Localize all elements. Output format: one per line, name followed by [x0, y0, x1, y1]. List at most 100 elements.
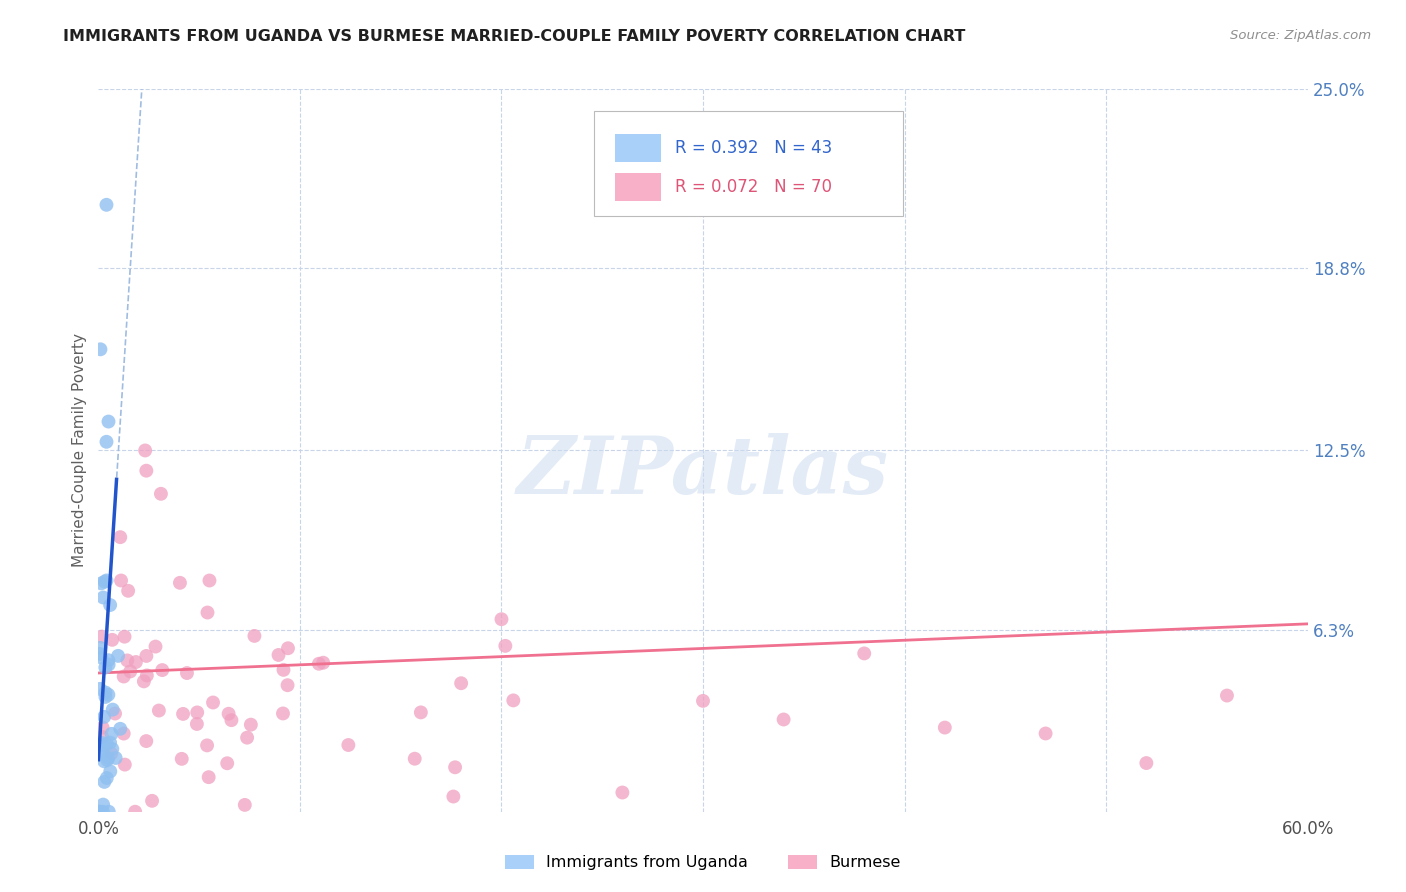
- Point: [91, 721, 114, 735]
- Point: [239, 717, 262, 731]
- Point: [243, 629, 266, 643]
- Point: [112, 726, 135, 740]
- Point: [195, 739, 218, 753]
- Point: [221, 713, 243, 727]
- Point: [135, 648, 157, 663]
- Point: [90, 650, 112, 665]
- Point: [692, 694, 714, 708]
- Text: R = 0.392   N = 43: R = 0.392 N = 43: [675, 139, 832, 157]
- Point: [112, 669, 135, 683]
- Point: [141, 794, 163, 808]
- Point: [91, 738, 114, 752]
- Point: [277, 678, 299, 692]
- Point: [120, 665, 142, 679]
- Point: [93, 755, 115, 769]
- Point: [124, 805, 146, 819]
- Point: [100, 747, 122, 761]
- Point: [117, 653, 139, 667]
- Point: [612, 785, 634, 799]
- Point: [494, 639, 516, 653]
- Text: IMMIGRANTS FROM UGANDA VS BURMESE MARRIED-COUPLE FAMILY POVERTY CORRELATION CHAR: IMMIGRANTS FROM UGANDA VS BURMESE MARRIE…: [63, 29, 966, 44]
- Point: [404, 752, 426, 766]
- Point: [233, 797, 256, 812]
- Point: [94, 690, 117, 704]
- Point: [217, 756, 239, 771]
- Point: [444, 760, 467, 774]
- Point: [89, 640, 111, 655]
- Point: [104, 706, 127, 721]
- Point: [267, 648, 290, 662]
- Point: [91, 805, 114, 819]
- Point: [89, 805, 111, 819]
- Point: [93, 775, 115, 789]
- Point: [312, 656, 335, 670]
- Point: [273, 663, 295, 677]
- Point: [90, 576, 112, 591]
- Point: [337, 738, 360, 752]
- Point: [110, 574, 132, 588]
- Point: [114, 630, 136, 644]
- Point: [132, 674, 155, 689]
- Point: [409, 706, 432, 720]
- Point: [101, 632, 124, 647]
- Text: Source: ZipAtlas.com: Source: ZipAtlas.com: [1230, 29, 1371, 42]
- Point: [1135, 756, 1157, 770]
- Point: [97, 751, 120, 765]
- Point: [96, 198, 118, 212]
- Bar: [614, 173, 661, 201]
- Point: [441, 789, 464, 804]
- Point: [135, 734, 157, 748]
- Point: [172, 706, 194, 721]
- Point: [114, 757, 136, 772]
- Point: [149, 487, 172, 501]
- Point: [853, 647, 876, 661]
- Point: [96, 753, 118, 767]
- Y-axis label: Married-Couple Family Poverty: Married-Couple Family Poverty: [72, 334, 87, 567]
- Text: R = 0.072   N = 70: R = 0.072 N = 70: [675, 178, 832, 196]
- Point: [107, 648, 129, 663]
- Point: [125, 655, 148, 669]
- Point: [89, 647, 111, 661]
- Point: [197, 770, 219, 784]
- Point: [91, 747, 114, 762]
- Point: [94, 685, 117, 699]
- Point: [176, 666, 198, 681]
- Point: [202, 696, 225, 710]
- Point: [218, 706, 240, 721]
- Point: [96, 771, 118, 785]
- Text: ZIPatlas: ZIPatlas: [517, 434, 889, 511]
- Point: [91, 745, 114, 759]
- Point: [150, 663, 173, 677]
- Point: [87, 805, 110, 819]
- Point: [97, 415, 120, 429]
- Point: [94, 660, 117, 674]
- Point: [134, 443, 156, 458]
- Point: [93, 710, 115, 724]
- FancyBboxPatch shape: [595, 111, 903, 216]
- Legend: Immigrants from Uganda, Burmese: Immigrants from Uganda, Burmese: [499, 848, 907, 877]
- Point: [101, 742, 124, 756]
- Point: [100, 727, 122, 741]
- Point: [772, 713, 794, 727]
- Point: [97, 805, 120, 819]
- Point: [110, 530, 132, 544]
- Point: [135, 464, 157, 478]
- Point: [934, 721, 956, 735]
- Point: [450, 676, 472, 690]
- Point: [91, 736, 114, 750]
- Point: [98, 598, 121, 612]
- Point: [96, 574, 118, 588]
- Point: [91, 730, 114, 744]
- Point: [271, 706, 294, 721]
- Point: [491, 612, 513, 626]
- Point: [90, 630, 112, 644]
- Point: [502, 693, 524, 707]
- Point: [169, 575, 191, 590]
- Point: [93, 574, 115, 589]
- Point: [1216, 689, 1239, 703]
- Point: [135, 668, 157, 682]
- Point: [145, 640, 167, 654]
- Point: [197, 606, 219, 620]
- Point: [236, 731, 259, 745]
- Point: [91, 797, 114, 812]
